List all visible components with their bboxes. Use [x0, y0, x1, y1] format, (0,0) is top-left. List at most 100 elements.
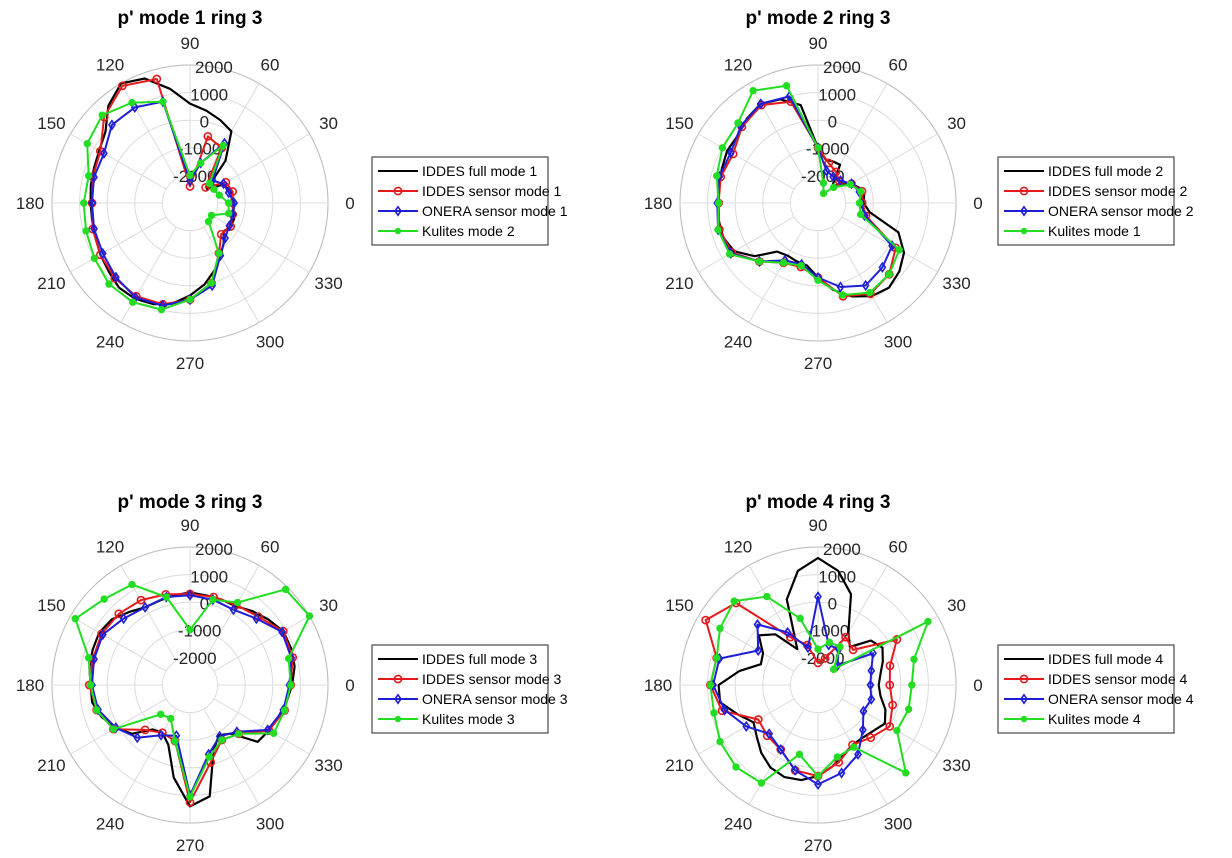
- radial-tick-label: 2000: [195, 540, 233, 559]
- data-point: [114, 609, 124, 619]
- theta-tick-label: 120: [96, 55, 124, 74]
- legend: IDDES full mode 1 IDDES sensor mode 1 ONER…: [371, 156, 568, 246]
- legend-marker: [1020, 715, 1028, 723]
- data-point: [846, 180, 854, 189]
- data-point: [753, 618, 762, 631]
- data-point: [814, 645, 822, 653]
- theta-tick-label: 90: [809, 34, 828, 53]
- legend-label: Kulites mode 2: [422, 223, 515, 239]
- data-point: [888, 700, 898, 710]
- data-point: [701, 615, 711, 625]
- data-point: [814, 144, 822, 152]
- data-point: [850, 743, 858, 751]
- data-point: [885, 680, 895, 690]
- legend-marker: [394, 715, 402, 723]
- data-point: [749, 86, 757, 95]
- grid-spoke: [120, 226, 177, 323]
- legend-label: Kulites mode 1: [1048, 223, 1141, 239]
- data-point: [756, 98, 765, 110]
- theta-tick-label: 120: [96, 537, 124, 556]
- data-point: [224, 199, 233, 207]
- radial-tick-label: 2000: [823, 540, 861, 559]
- legend-marker: [1020, 693, 1028, 705]
- data-point: [205, 179, 214, 188]
- data-point: [203, 131, 213, 141]
- legend: IDDES full mode 4 IDDES sensor mode 4 ONER…: [997, 644, 1194, 734]
- data-point: [779, 259, 788, 267]
- grid-spoke: [120, 565, 177, 662]
- data-point: [204, 217, 213, 226]
- data-point: [859, 705, 868, 717]
- data-point: [210, 185, 218, 193]
- data-point: [856, 210, 865, 219]
- grid-spoke: [70, 615, 167, 672]
- data-point: [129, 298, 137, 306]
- theta-tick-label: 120: [724, 55, 752, 74]
- radial-tick-label: 1000: [818, 567, 856, 586]
- theta-tick-label: 150: [37, 596, 65, 615]
- data-point: [197, 159, 205, 167]
- legend: IDDES full mode 3 IDDES sensor mode 3 ONER…: [371, 644, 568, 734]
- theta-tick-label: 240: [724, 815, 752, 834]
- series-4: [80, 97, 233, 314]
- data-point: [186, 171, 194, 180]
- theta-tick-label: 270: [176, 354, 204, 373]
- data-point: [813, 658, 823, 668]
- data-point: [718, 144, 727, 152]
- data-point: [128, 580, 136, 589]
- data-point: [819, 179, 828, 187]
- series-4: [71, 580, 314, 801]
- data-point: [280, 706, 289, 715]
- data-point: [133, 732, 142, 744]
- data-point: [219, 178, 228, 190]
- data-point: [878, 261, 887, 273]
- grid-spoke: [698, 615, 795, 672]
- data-point: [252, 613, 261, 625]
- data-point: [215, 249, 223, 257]
- legend-marker: [1019, 674, 1029, 684]
- grid-spoke: [203, 565, 260, 662]
- data-point: [795, 750, 804, 759]
- data-point: [305, 612, 314, 620]
- data-point: [281, 585, 290, 594]
- legend-label: ONERA sensor mode 4: [1048, 691, 1194, 707]
- data-point: [867, 665, 876, 677]
- data-point: [284, 654, 293, 663]
- data-point: [162, 593, 171, 601]
- legend-label: ONERA sensor mode 3: [422, 691, 568, 707]
- theta-tick-label: 0: [345, 194, 354, 213]
- data-point: [117, 81, 127, 91]
- data-point: [159, 97, 167, 106]
- theta-tick-label: 0: [973, 676, 982, 695]
- legend-label: IDDES full mode 3: [422, 651, 537, 667]
- data-point: [92, 706, 101, 714]
- data-point: [186, 793, 194, 801]
- grid-spoke: [203, 708, 260, 805]
- theta-tick-label: 210: [665, 274, 693, 293]
- legend-label: IDDES full mode 2: [1048, 163, 1163, 179]
- data-point: [706, 681, 715, 689]
- series-4: [706, 592, 932, 787]
- data-point: [765, 728, 774, 740]
- legend-marker: [393, 674, 403, 684]
- grid-spoke: [748, 226, 805, 323]
- theta-tick-label: 300: [256, 333, 284, 352]
- data-point: [829, 665, 838, 674]
- data-point: [782, 81, 791, 90]
- theta-tick-label: 330: [942, 756, 970, 775]
- legend-label: IDDES full mode 4: [1048, 651, 1163, 667]
- theta-tick-label: 210: [37, 274, 65, 293]
- grid-spoke: [213, 216, 310, 273]
- data-point: [726, 147, 735, 159]
- theta-tick-label: 150: [37, 114, 65, 133]
- data-point: [732, 763, 740, 771]
- data-point: [829, 183, 838, 192]
- data-point: [757, 779, 766, 787]
- theta-tick-label: 180: [16, 676, 44, 695]
- data-point: [287, 681, 295, 689]
- data-point: [98, 629, 107, 641]
- legend-marker: [394, 227, 402, 235]
- data-point: [866, 679, 875, 691]
- data-point: [814, 778, 822, 790]
- data-point: [90, 254, 99, 262]
